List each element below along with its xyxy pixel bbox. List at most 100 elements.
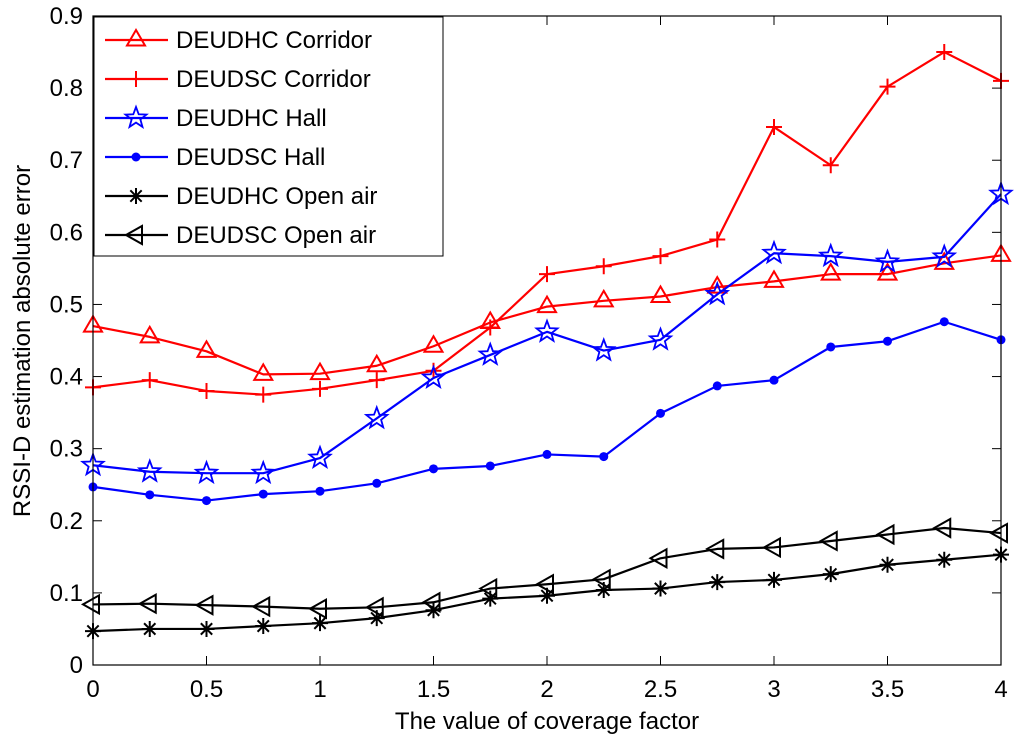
series-deudsc-hall: [88, 317, 1006, 506]
series-deudhc-corridor: [82, 243, 1012, 381]
data-point-deudsc-open-air: [534, 573, 554, 595]
x-axis-title: The value of coverage factor: [395, 708, 699, 735]
data-point-deudhc-hall: [307, 444, 333, 470]
legend-label-deudsc-hall: DEUDSC Hall: [176, 144, 325, 171]
legend-marker-deudhc-open-air: [128, 188, 144, 204]
data-point-deudhc-open-air: [766, 571, 782, 588]
legend-label-deudsc-open-air: DEUDSC Open air: [176, 222, 376, 249]
data-point-deudsc-hall: [485, 461, 495, 471]
y-axis-title: RSSI-D estimation absolute error: [9, 165, 36, 517]
data-point-deudsc-hall: [542, 449, 552, 459]
series-deudsc-open-air: [80, 517, 1008, 620]
legend-item-deudhc-open-air: DEUDHC Open air: [105, 183, 377, 210]
x-tick-label: 0.5: [190, 676, 223, 703]
data-point-deudsc-hall: [939, 317, 949, 327]
series-line-deudhc-corridor: [92, 254, 1002, 376]
legend-item-deudsc-hall: DEUDSC Hall: [105, 144, 325, 171]
data-point-deudhc-corridor: [195, 339, 218, 358]
legend-item-deudhc-hall: DEUDHC Hall: [105, 104, 327, 132]
data-point-deudsc-open-air: [875, 523, 895, 546]
data-point-deudhc-open-air: [312, 615, 328, 632]
data-point-deudhc-hall: [817, 242, 844, 268]
data-point-deudsc-corridor: [255, 386, 272, 403]
data-point-deudhc-open-air: [141, 620, 158, 637]
x-tick-label: 1: [313, 676, 326, 703]
data-point-deudhc-open-air: [539, 587, 555, 604]
data-point-deudhc-hall: [874, 248, 901, 273]
data-point-deudsc-corridor: [482, 319, 499, 336]
data-point-deudhc-open-air: [255, 618, 272, 635]
y-tick-label: 0.9: [50, 3, 83, 30]
data-point-deudhc-hall: [420, 364, 447, 389]
legend-marker-deudhc-corridor: [125, 28, 147, 47]
data-point-deudhc-corridor: [706, 275, 728, 294]
data-point-deudsc-corridor: [709, 231, 726, 248]
axis-layer: 0 0.5 1 1.5 2 2.5 3 3.5 4 0 0.1 0.2 0.3 0.4 0.5 0.6 0.7 0…: [50, 3, 1008, 703]
data-point-deudsc-hall: [372, 478, 382, 488]
data-point-deudhc-open-air: [368, 610, 385, 627]
data-point-deudhc-corridor: [820, 262, 842, 281]
series-layer: [80, 44, 1014, 640]
data-point-deudsc-corridor: [879, 78, 896, 95]
legend-marker-deudsc-corridor: [128, 71, 144, 87]
data-point-deudhc-corridor: [366, 353, 388, 373]
data-point-deudhc-hall: [136, 458, 163, 483]
y-tick-label: 0.5: [50, 291, 83, 318]
data-point-deudsc-corridor: [368, 372, 385, 389]
data-point-deudsc-corridor: [652, 248, 669, 265]
data-point-deudhc-corridor: [252, 362, 274, 381]
data-point-deudhc-open-air: [822, 566, 839, 583]
legend-item-deudhc-corridor: DEUDHC Corridor: [105, 27, 372, 54]
data-point-deudhc-open-air: [198, 620, 215, 637]
data-point-deudhc-hall: [477, 341, 504, 366]
legend-marker-deudhc-hall: [123, 104, 149, 129]
x-tick-label: 4: [994, 676, 1007, 703]
x-tick-label: 2: [540, 676, 553, 703]
data-point-deudsc-corridor: [198, 382, 215, 399]
legend-label-deudhc-hall: DEUDHC Hall: [176, 105, 327, 132]
data-point-deudhc-hall: [363, 404, 390, 430]
legend-item-deudsc-open-air: DEUDSC Open air: [105, 222, 376, 249]
data-point-deudhc-open-air: [482, 590, 499, 607]
data-point-deudsc-hall: [712, 381, 722, 391]
data-point-deudsc-open-air: [818, 530, 838, 552]
data-point-deudhc-corridor: [422, 334, 445, 353]
data-point-deudsc-hall: [202, 496, 211, 506]
data-point-deudhc-hall: [761, 239, 787, 265]
data-point-deudsc-hall: [883, 336, 892, 346]
data-point-deudhc-hall: [250, 459, 277, 485]
data-point-deudsc-hall: [429, 464, 438, 474]
data-point-deudhc-hall: [931, 243, 958, 268]
series-line-deudhc-hall: [92, 193, 1002, 475]
data-point-deudhc-corridor: [876, 262, 899, 281]
series-deudhc-hall: [80, 180, 1014, 485]
data-point-deudhc-open-air: [709, 574, 726, 591]
data-point-deudsc-open-air: [648, 547, 668, 569]
data-point-deudsc-corridor: [312, 380, 328, 397]
legend-label-deudhc-corridor: DEUDHC Corridor: [176, 27, 372, 54]
legend-marker-deudsc-open-air: [123, 224, 143, 246]
data-point-deudhc-corridor: [593, 288, 615, 308]
legend: DEUDHC Corridor DEUDSC Corridor DEUDHC Hal…: [93, 16, 444, 257]
data-point-deudsc-corridor: [822, 157, 839, 174]
data-point-deudhc-open-air: [595, 582, 612, 599]
data-point-deudhc-corridor: [763, 269, 785, 288]
y-tick-label: 0.3: [50, 436, 83, 463]
data-point-deudsc-corridor: [936, 44, 953, 61]
data-point-deudsc-open-air: [194, 594, 214, 616]
data-point-deudsc-open-air: [591, 568, 611, 590]
data-point-deudhc-hall: [193, 459, 220, 485]
x-tick-label: 2.5: [644, 676, 677, 703]
data-point-deudsc-corridor: [141, 372, 158, 389]
y-tick-label: 0.1: [50, 580, 83, 607]
data-point-deudsc-hall: [769, 375, 779, 385]
data-point-deudhc-hall: [704, 280, 731, 306]
data-point-deudhc-open-air: [425, 602, 442, 619]
y-tick-label: 0: [70, 652, 83, 679]
data-point-deudhc-corridor: [309, 361, 331, 381]
legend-label-deudsc-corridor: DEUDSC Corridor: [176, 66, 371, 93]
data-point-deudsc-hall: [258, 489, 268, 499]
series-deudhc-open-air: [85, 546, 1009, 640]
series-line-deudsc-open-air: [92, 526, 1002, 610]
data-point-deudsc-hall: [826, 342, 836, 352]
